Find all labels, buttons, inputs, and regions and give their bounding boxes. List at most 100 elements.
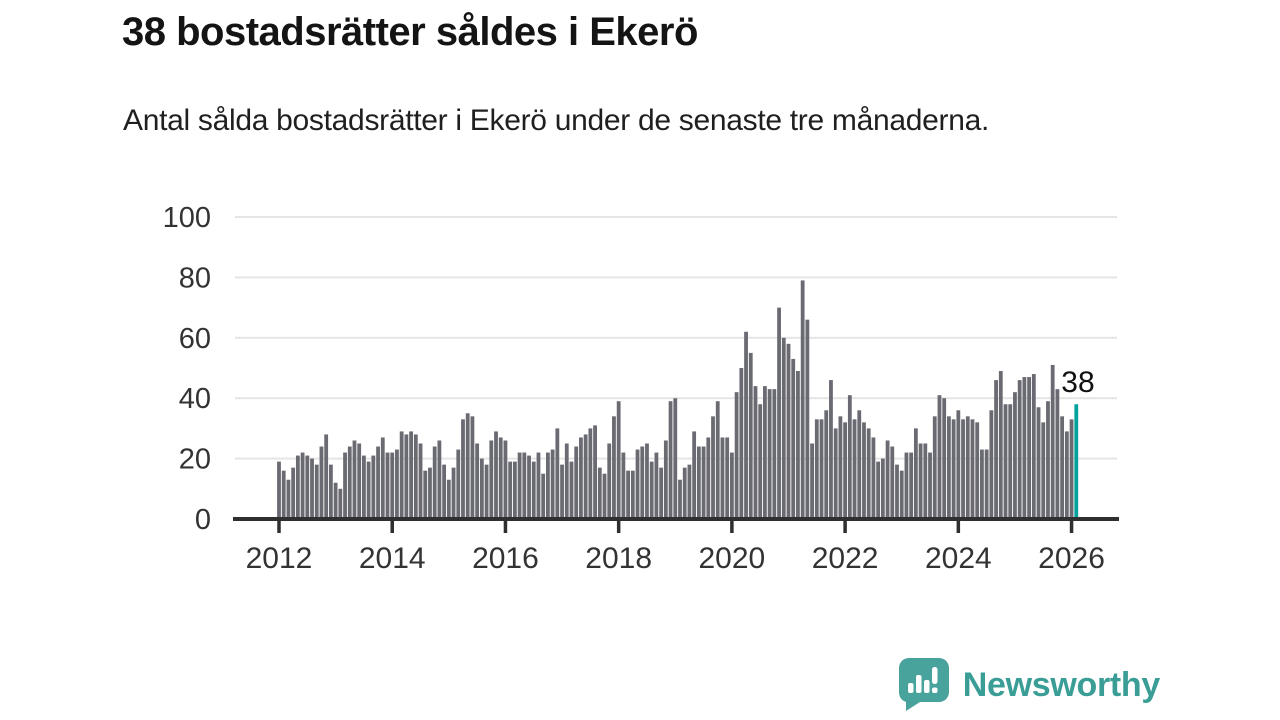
chart-subtitle: Antal sålda bostadsrätter i Ekerö under …: [123, 104, 990, 137]
bar: [829, 380, 833, 519]
bar: [602, 473, 607, 519]
brand-name: Newsworthy: [962, 665, 1161, 704]
x-axis-line: [233, 517, 1119, 521]
gridline: [235, 276, 1117, 279]
bar: [517, 452, 522, 519]
highlighted-bar-latest: [1074, 404, 1079, 519]
bar: [395, 449, 399, 519]
bar: [442, 464, 447, 519]
bar: [324, 434, 329, 519]
bar: [800, 280, 805, 519]
bar: [673, 398, 678, 519]
bar: [720, 437, 725, 519]
bar: [819, 419, 824, 519]
bar: [975, 422, 980, 519]
bar: [923, 443, 928, 519]
bar: [744, 331, 748, 519]
bar: [852, 419, 857, 519]
bar: [362, 455, 366, 519]
bar: [593, 425, 597, 519]
bar: [550, 449, 555, 519]
bar: [536, 452, 541, 519]
bar: [715, 401, 720, 519]
bar: [446, 479, 451, 519]
bar: [371, 455, 376, 519]
bar: [607, 443, 612, 519]
bar: [1022, 377, 1027, 519]
bar: [583, 434, 588, 519]
bar: [711, 416, 715, 519]
x-axis-tick: [616, 519, 621, 533]
bar: [1017, 380, 1022, 519]
bar: [404, 434, 409, 519]
bar: [399, 431, 404, 519]
bar: [1008, 404, 1013, 519]
y-axis-tick-label: 100: [163, 202, 211, 234]
bar: [390, 452, 395, 519]
bar: [725, 437, 730, 519]
bar: [1041, 422, 1046, 519]
bar: [461, 419, 465, 519]
bar: [998, 371, 1003, 519]
bar: [767, 389, 772, 519]
x-axis-tick-label: 2016: [472, 542, 539, 575]
bar: [739, 368, 744, 519]
x-axis-tick: [1069, 519, 1074, 533]
x-axis-tick-label: 2012: [246, 542, 313, 575]
bar: [890, 446, 895, 519]
bar: [970, 419, 975, 519]
bar: [437, 440, 442, 519]
bar: [574, 446, 579, 519]
bar: [786, 343, 791, 519]
bar: [277, 461, 281, 519]
bar: [1046, 401, 1050, 519]
bar: [376, 446, 380, 519]
newsworthy-brand: Newsworthy: [898, 658, 1161, 712]
bar: [1060, 416, 1065, 519]
bar: [498, 437, 503, 519]
bar: [503, 440, 508, 519]
gridline: [235, 216, 1117, 218]
bar: [692, 431, 697, 519]
bar: [748, 352, 753, 519]
bar: [663, 440, 668, 519]
bar: [418, 443, 423, 519]
bar: [456, 449, 461, 519]
bar: [328, 464, 333, 519]
mini-bar-1: [907, 683, 914, 693]
x-axis-tick-label: 2024: [925, 542, 992, 575]
bar: [428, 467, 432, 519]
bar: [805, 319, 810, 519]
bar: [928, 452, 932, 519]
x-axis-tick-label: 2026: [1038, 542, 1105, 575]
bar: [475, 443, 480, 519]
mini-bar-3: [923, 680, 930, 693]
bar: [1036, 407, 1041, 519]
bar: [649, 461, 654, 519]
y-axis-tick-label: 20: [179, 444, 211, 476]
bar: [380, 437, 385, 519]
bar: [621, 452, 626, 519]
bar: [763, 386, 767, 519]
x-axis-tick: [843, 519, 847, 533]
bar: [343, 452, 347, 519]
bar: [640, 446, 645, 519]
bar: [994, 380, 998, 519]
bar: [531, 461, 536, 519]
bar: [512, 461, 517, 519]
bar: [616, 401, 621, 519]
bar: [918, 443, 923, 519]
bar: [560, 464, 564, 519]
bar: [357, 443, 362, 519]
x-axis-tick-label: 2022: [812, 542, 879, 575]
y-axis-tick-label: 60: [179, 323, 211, 355]
x-axis-tick-label: 2018: [585, 542, 652, 575]
bar: [527, 455, 531, 519]
bar: [687, 464, 692, 519]
bar: [701, 446, 706, 519]
last-value-annotation: 38: [1061, 366, 1094, 399]
bar: [635, 449, 640, 519]
bar: [597, 467, 602, 519]
bar: [409, 431, 413, 519]
